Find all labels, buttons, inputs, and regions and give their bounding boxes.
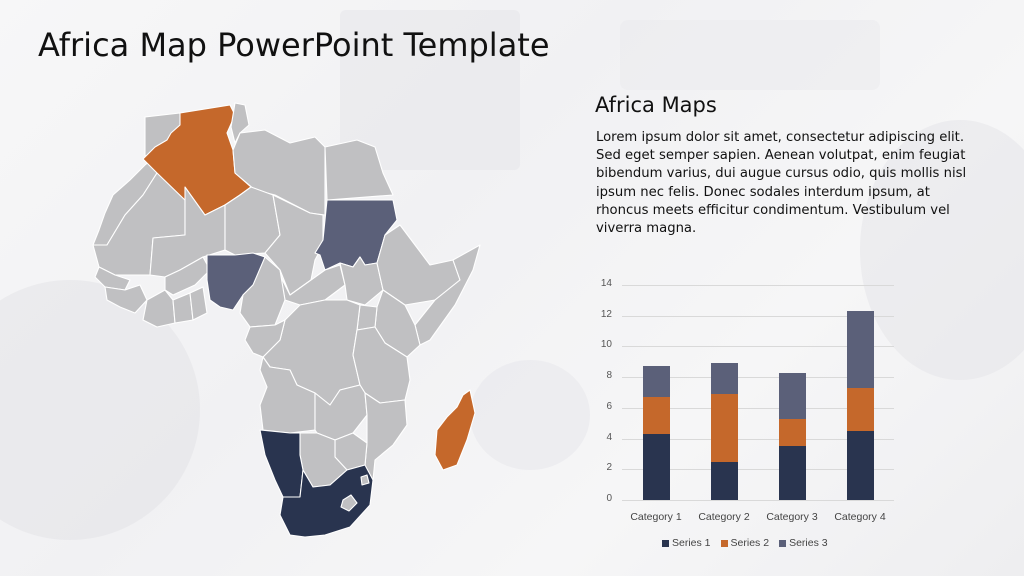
gridline: [622, 285, 894, 286]
country-eswatini: [360, 474, 370, 486]
bar-segment: [778, 418, 806, 447]
section-heading: Africa Maps: [595, 93, 717, 117]
y-tick-label: 12: [600, 308, 612, 320]
legend-swatch: [779, 539, 787, 547]
bar-segment: [778, 446, 806, 500]
country-burkina: [164, 256, 211, 296]
chart-legend: Series 1 Series 2 Series 3: [662, 537, 828, 549]
legend-item: Series 3: [779, 537, 828, 549]
gridline: [622, 315, 894, 317]
background-decoration: [470, 360, 590, 470]
body-paragraph: Lorem ipsum dolor sit amet, consectetur …: [596, 130, 967, 237]
x-category-label: Category 1: [630, 511, 682, 523]
gridline: [622, 500, 894, 501]
country-south-africa: [279, 464, 374, 538]
stacked-bar-chart: 0 2 4 6 8 10 12 14 Category 1 Category 2 Category …: [590, 275, 920, 565]
legend-item: Series 1: [662, 537, 711, 549]
bar-segment: [846, 430, 874, 500]
x-category-label: Category 4: [834, 511, 886, 523]
africa-map: [85, 95, 485, 545]
bar-segment: [710, 394, 738, 462]
bar-segment: [846, 311, 874, 388]
gridline: [622, 377, 894, 379]
bar-segment: [846, 387, 874, 431]
stacked-bar: [846, 285, 874, 500]
country-namibia: [259, 429, 304, 498]
gridline: [622, 438, 894, 440]
stacked-bar: [778, 285, 806, 500]
background-decoration: [620, 20, 880, 90]
legend-label: Series 2: [730, 537, 770, 549]
bar-segment: [642, 397, 670, 434]
country-angola: [259, 356, 316, 434]
y-tick-label: 0: [606, 493, 612, 504]
y-tick-label: 8: [606, 370, 612, 382]
bar-segment: [710, 363, 738, 395]
y-tick-label: 2: [606, 462, 612, 474]
stacked-bar: [642, 285, 670, 500]
y-tick-label: 6: [606, 400, 612, 412]
bar-segment: [710, 461, 738, 500]
bar-segment: [642, 433, 670, 500]
country-congo: [244, 319, 286, 358]
gridline: [622, 346, 894, 348]
country-guinea: [104, 284, 148, 314]
gridline: [622, 407, 894, 409]
gridline: [622, 469, 894, 471]
y-tick-label: 14: [600, 278, 612, 289]
legend-item: Series 2: [720, 537, 770, 549]
y-tick-label: 10: [600, 339, 612, 351]
x-category-label: Category 2: [698, 511, 750, 523]
bar-segment: [642, 366, 670, 398]
country-ivory-coast: [142, 289, 176, 328]
country-lesotho: [340, 494, 358, 512]
x-category-label: Category 3: [766, 511, 818, 523]
country-somalia: [414, 244, 481, 346]
legend-label: Series 1: [672, 537, 711, 549]
stacked-bar: [710, 285, 738, 500]
country-togo-benin: [189, 286, 208, 321]
y-tick-label: 4: [606, 431, 612, 443]
legend-swatch: [720, 539, 728, 547]
bar-segment: [778, 372, 806, 419]
legend-swatch: [662, 539, 669, 547]
legend-label: Series 3: [789, 537, 828, 549]
country-madagascar: [434, 389, 476, 471]
slide-title: Africa Map PowerPoint Template: [38, 26, 550, 64]
country-egypt: [324, 139, 394, 201]
